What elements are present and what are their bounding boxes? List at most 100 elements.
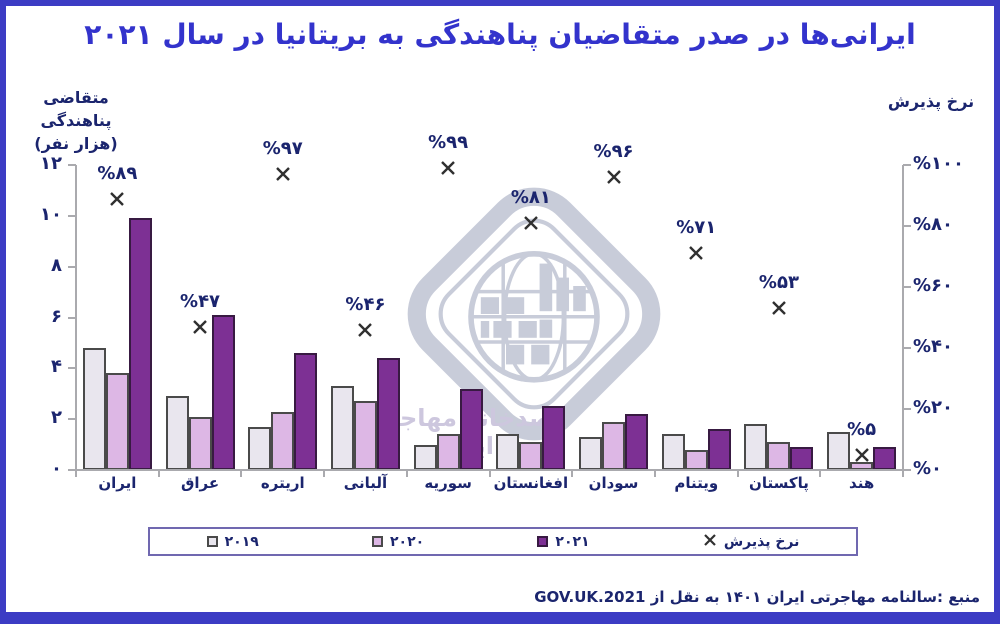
acceptance-rate-label-iran: %۸۹ [97, 162, 138, 184]
left-axis-title: متقاضی پناهندگی (هزار نفر) [10, 86, 142, 156]
y-axis-left-tick-label: ۴ [51, 356, 62, 378]
x-axis-group-tick [571, 471, 574, 477]
acceptance-rate-label-vietnam: %۷۱ [676, 217, 717, 239]
bar-2020-iraq [188, 416, 212, 470]
acceptance-rate-marker-pakistan [769, 298, 789, 322]
y-axis-left-tick [68, 316, 76, 319]
acceptance-rate-marker-sudan [604, 167, 624, 191]
left-axis-title-line1: متقاضی پناهندگی [40, 88, 112, 131]
y-axis-right-tick-label: %۸۰ [913, 214, 954, 235]
x-axis-line [75, 469, 911, 471]
legend: ۲۰۱۹ ۲۰۲۰ ۲۰۲۱ نرخ پذیرش [148, 527, 858, 556]
bar-2019-iran [82, 348, 106, 470]
bar-2021-afghanistan [542, 406, 566, 470]
bar-2019-vietnam [661, 434, 685, 470]
x-axis-group-tick [819, 471, 822, 477]
bar-2021-iraq [211, 314, 235, 470]
category-label-syria: سوریه [424, 474, 472, 492]
y-axis-left-tick-label: ۲ [51, 407, 62, 429]
bar-2019-albania [330, 386, 354, 470]
y-axis-right-tick [903, 408, 911, 410]
legend-swatch-2020 [372, 536, 384, 547]
acceptance-rate-label-sudan: %۹۶ [593, 141, 634, 163]
bar-2021-eritrea [294, 353, 318, 470]
legend-label-2020: ۲۰۲۰ [390, 533, 425, 550]
y-axis-left-tick [68, 418, 76, 421]
bar-2021-iran [128, 218, 152, 470]
category-label-iran: ایران [98, 474, 137, 492]
bar-2020-afghanistan [519, 442, 543, 470]
x-axis-group-tick [653, 471, 656, 477]
category-label-afghanistan: افغانستان [493, 474, 569, 492]
category-label-vietnam: ویتنام [674, 474, 719, 492]
bar-2021-pakistan [790, 447, 814, 470]
plot-area: ۰ ۲ ۴ ۶ ۸ ۱۰ ۱۲ %۰ %۲۰ %۴۰ %۶۰ %۸۰ %۱۰۰ %۸۹ ایران %۴۷ عر… [40, 132, 964, 492]
legend-label-2021: ۲۰۲۱ [555, 533, 590, 550]
legend-swatch-2021 [537, 536, 549, 547]
bar-2019-syria [413, 444, 437, 470]
category-label-albania: آلبانی [343, 474, 388, 492]
legend-label-2019: ۲۰۱۹ [224, 533, 259, 550]
x-axis-group-tick [405, 471, 408, 477]
y-axis-right-tick-label: %۱۰۰ [913, 153, 964, 174]
y-axis-left-tick-label: ۶ [51, 305, 62, 327]
y-axis-right-tick-label: %۲۰ [913, 397, 954, 418]
bar-2019-pakistan [744, 424, 768, 470]
left-axis-title-line2: (هزار نفر) [34, 134, 118, 154]
legend-item-2020: ۲۰۲۰ [372, 534, 424, 550]
bar-2020-eritrea [271, 411, 295, 470]
source-note: منبع :سالنامه مهاجرتی ایران ۱۴۰۱ به نقل … [534, 588, 980, 606]
legend-swatch-2019 [206, 536, 218, 547]
bar-2019-iraq [165, 396, 189, 470]
x-axis-group-tick [240, 471, 243, 477]
legend-x-marker-icon [703, 532, 717, 551]
right-axis-title: نرخ پذیرش [887, 92, 975, 111]
category-label-sudan: سودان [588, 474, 639, 492]
y-axis-right-tick-label: %۴۰ [913, 336, 954, 357]
acceptance-rate-marker-afghanistan [521, 213, 541, 237]
y-axis-left-tick [68, 469, 76, 471]
acceptance-rate-label-syria: %۹۹ [428, 132, 469, 154]
y-axis-left [75, 165, 77, 471]
acceptance-rate-label-afghanistan: %۸۱ [510, 186, 551, 208]
acceptance-rate-marker-iraq [190, 317, 210, 341]
bar-2020-syria [436, 434, 460, 470]
y-axis-right-tick [903, 286, 911, 288]
watermark-globe-icon [394, 174, 674, 454]
x-axis-group-tick [902, 471, 904, 477]
y-axis-left-tick [68, 265, 76, 268]
category-label-india: هند [849, 474, 875, 492]
category-label-pakistan: پاکستان [749, 474, 809, 492]
y-axis-right-tick-label: %۰ [913, 458, 943, 479]
category-label-eritrea: اریتره [260, 474, 305, 492]
bar-2020-iran [105, 373, 129, 470]
legend-item-2021: ۲۰۲۱ [537, 533, 590, 550]
y-axis-right-tick [903, 164, 911, 166]
acceptance-rate-marker-syria [438, 158, 458, 182]
acceptance-rate-label-iraq: %۴۷ [180, 290, 221, 312]
legend-item-2019: ۲۰۱۹ [206, 533, 259, 550]
chart-title: ایرانی‌ها در صدر متقاضیان پناهندگی به بر… [84, 18, 916, 51]
x-axis-group-tick [75, 471, 77, 477]
y-axis-right-tick [903, 347, 911, 349]
y-axis-left-tick [68, 367, 76, 370]
y-axis-left-tick-label: ۱۰ [40, 203, 62, 225]
acceptance-rate-label-india: %۵ [847, 418, 877, 440]
x-axis-group-tick [157, 471, 160, 477]
legend-item-rate: نرخ پذیرش [703, 532, 799, 551]
bar-2020-pakistan [767, 442, 791, 470]
y-axis-right [902, 165, 904, 471]
y-axis-left-tick-label: ۸ [51, 254, 62, 276]
category-label-iraq: عراق [180, 474, 220, 492]
y-axis-left-tick [68, 164, 76, 166]
y-axis-left-tick [68, 214, 76, 217]
bar-2019-india [827, 431, 851, 470]
bar-2020-albania [353, 401, 377, 470]
bar-2021-vietnam [707, 429, 731, 470]
bar-2019-sudan [579, 436, 603, 470]
bar-2019-afghanistan [496, 434, 520, 470]
y-axis-left-tick-label: ۱۲ [40, 153, 62, 174]
bar-2021-albania [376, 358, 400, 470]
bar-2020-vietnam [684, 449, 708, 470]
